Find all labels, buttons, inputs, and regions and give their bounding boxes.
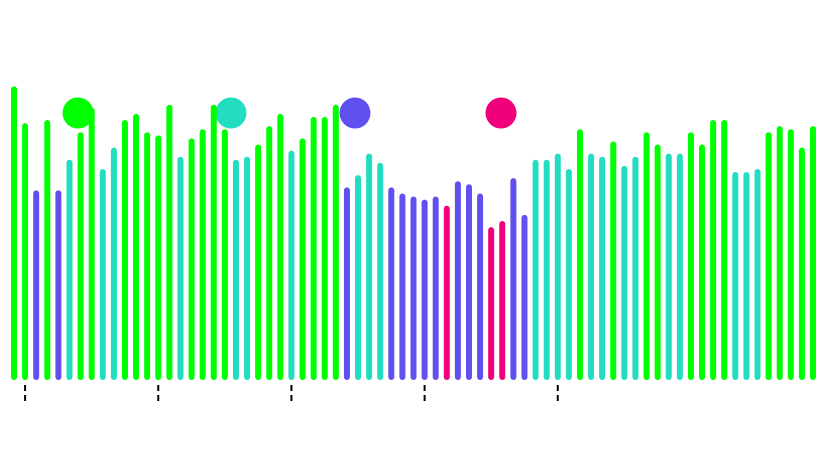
legend-marker-3 — [339, 97, 371, 129]
legend — [62, 97, 517, 129]
x-axis-ticks — [24, 385, 559, 404]
legend-marker-4 — [485, 97, 517, 129]
legend-marker-2 — [215, 97, 247, 129]
legend-marker-1 — [62, 97, 94, 129]
bars — [11, 86, 816, 380]
